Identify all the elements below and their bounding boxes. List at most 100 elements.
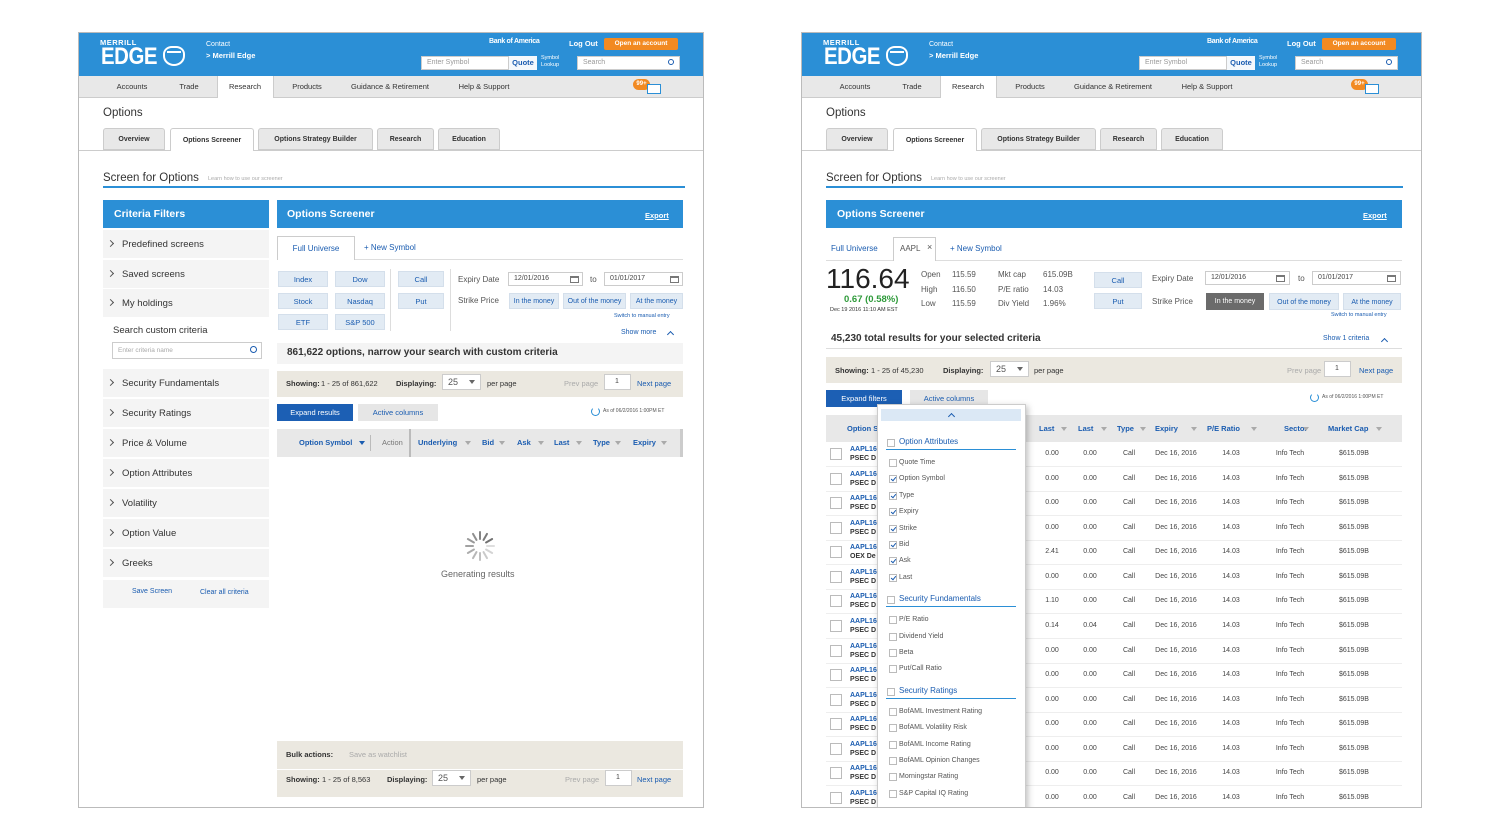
criteria-item[interactable]	[103, 429, 269, 457]
criteria-item[interactable]	[103, 549, 269, 577]
criteria-label[interactable]: Security Fundamentals	[122, 378, 220, 389]
tab[interactable]: Research	[1100, 128, 1157, 150]
criteria-label[interactable]: Saved screens	[122, 268, 185, 280]
new-symbol-link[interactable]: + New Symbol	[364, 243, 416, 252]
expiry-from-input[interactable]: 12/01/2016	[1205, 271, 1290, 285]
checkbox[interactable]	[889, 724, 897, 733]
logout-link[interactable]: Log Out	[569, 39, 598, 48]
expiry-to-input[interactable]: 01/01/2017	[1312, 271, 1401, 285]
column-heading[interactable]: P/E Ratio	[1207, 424, 1240, 433]
symbol-tab[interactable]: Full Universe	[831, 244, 878, 253]
clear-criteria-link[interactable]: Clear all criteria	[200, 589, 249, 596]
active-columns-button[interactable]: Active columns	[910, 390, 988, 407]
tab[interactable]: Options Strategy Builder	[258, 128, 373, 150]
per-page-select[interactable]: 25	[990, 361, 1029, 377]
option-symbol-link[interactable]: AAPL16	[850, 716, 877, 724]
manual-entry-link[interactable]: Switch to manual entry	[1331, 312, 1387, 318]
type-filter-button[interactable]: Put	[398, 293, 444, 309]
checkbox[interactable]	[889, 773, 897, 782]
checkbox[interactable]	[889, 524, 897, 533]
page-input[interactable]: 1	[1324, 361, 1351, 377]
criteria-label[interactable]: Option Attributes	[122, 468, 193, 479]
criteria-label[interactable]: Price & Volume	[122, 438, 187, 449]
quote-button[interactable]: Quote	[1227, 56, 1255, 70]
column-heading[interactable]: Last	[1078, 424, 1094, 433]
row-checkbox[interactable]	[830, 448, 842, 460]
column-heading[interactable]: Last	[1039, 424, 1055, 433]
criteria-label[interactable]: Volatility	[122, 498, 157, 509]
option-symbol-link[interactable]: AAPL16	[850, 740, 877, 748]
row-checkbox[interactable]	[830, 693, 842, 706]
show-more-link[interactable]: Show more	[621, 329, 657, 336]
page-input[interactable]: 1	[605, 770, 632, 786]
show-criteria-link[interactable]: Show 1 criteria	[1323, 335, 1370, 342]
row-checkbox[interactable]	[830, 546, 842, 559]
criteria-item[interactable]	[103, 259, 269, 288]
checkbox[interactable]	[889, 740, 897, 749]
nav-item[interactable]: Guidance & Retirement	[351, 82, 429, 91]
nav-item[interactable]: Accounts	[839, 82, 871, 91]
message-icon[interactable]	[1365, 84, 1379, 94]
checkbox[interactable]	[889, 557, 897, 566]
column-heading[interactable]: Expiry	[633, 438, 656, 447]
strike-button-active[interactable]: In the money	[1206, 293, 1264, 310]
checkbox[interactable]	[889, 475, 897, 484]
option-symbol-link[interactable]: AAPL16	[850, 470, 877, 478]
expiry-from-input[interactable]: 12/01/2016	[508, 272, 583, 286]
index-filter-button[interactable]: Stock	[278, 293, 328, 309]
column-heading[interactable]: Market Cap	[1328, 424, 1369, 433]
nav-item[interactable]: Help & Support	[458, 82, 510, 91]
checkbox[interactable]	[889, 649, 897, 657]
contact-link[interactable]: Contact	[929, 41, 954, 48]
checkbox[interactable]	[889, 632, 897, 641]
prev-page-link[interactable]: Prev page	[1287, 366, 1322, 375]
column-heading[interactable]: Underlying	[418, 438, 458, 447]
checkbox[interactable]	[889, 491, 897, 500]
new-symbol-link[interactable]: + New Symbol	[950, 244, 1002, 253]
row-checkbox[interactable]	[830, 742, 842, 755]
open-account-button[interactable]: Open an account	[604, 38, 678, 50]
option-symbol-link[interactable]: AAPL16	[850, 593, 877, 601]
type-filter-button[interactable]: Call	[398, 271, 444, 287]
checkbox[interactable]	[889, 508, 897, 517]
save-watchlist-link[interactable]: Save as watchlist	[349, 750, 407, 759]
option-symbol-link[interactable]: AAPL16	[850, 544, 877, 552]
manual-entry-link[interactable]: Switch to manual entry	[614, 313, 670, 319]
nav-item[interactable]: Products	[1015, 82, 1045, 91]
open-account-button[interactable]: Open an account	[1322, 38, 1396, 50]
criteria-search-input[interactable]: Enter criteria name	[112, 342, 262, 359]
site-link[interactable]: > Merrill Edge	[206, 51, 256, 60]
strike-button[interactable]: At the money	[630, 293, 683, 309]
row-checkbox[interactable]	[830, 791, 842, 804]
criteria-item[interactable]	[103, 489, 269, 517]
nav-item[interactable]: Research	[228, 82, 262, 91]
export-link[interactable]: Export	[645, 211, 669, 220]
criteria-item[interactable]	[103, 459, 269, 487]
checkbox[interactable]	[887, 596, 895, 605]
symbol-tab-active[interactable]	[893, 237, 936, 261]
tab[interactable]: Overview	[826, 128, 888, 150]
strike-button[interactable]: At the money	[1343, 293, 1401, 310]
checkbox[interactable]	[889, 665, 897, 674]
tab[interactable]: Overview	[103, 128, 165, 150]
column-heading[interactable]: Sector	[1284, 424, 1308, 433]
strike-button[interactable]: Out of the money	[563, 293, 626, 309]
column-heading[interactable]: Expiry	[1155, 424, 1178, 433]
row-checkbox[interactable]	[830, 497, 842, 510]
notification-badge[interactable]: 99+	[633, 79, 650, 90]
row-checkbox[interactable]	[830, 669, 842, 682]
option-symbol-link[interactable]: AAPL16	[850, 765, 877, 773]
section-help[interactable]: Learn how to use our screener	[931, 176, 1006, 182]
nav-item[interactable]: Help & Support	[1181, 82, 1233, 91]
symbol-input[interactable]: Enter Symbol	[1139, 56, 1227, 70]
tab[interactable]: Education	[1161, 128, 1223, 150]
option-symbol-link[interactable]: AAPL16	[850, 667, 877, 675]
row-checkbox[interactable]	[830, 595, 842, 608]
checkbox[interactable]	[887, 687, 895, 696]
column-heading[interactable]: Action	[382, 438, 403, 447]
row-checkbox[interactable]	[830, 521, 842, 534]
expiry-to-input[interactable]: 01/01/2017	[604, 272, 683, 286]
criteria-label[interactable]: Option Value	[122, 528, 177, 539]
row-checkbox[interactable]	[830, 619, 842, 632]
type-filter-button[interactable]: Call	[1094, 272, 1142, 288]
